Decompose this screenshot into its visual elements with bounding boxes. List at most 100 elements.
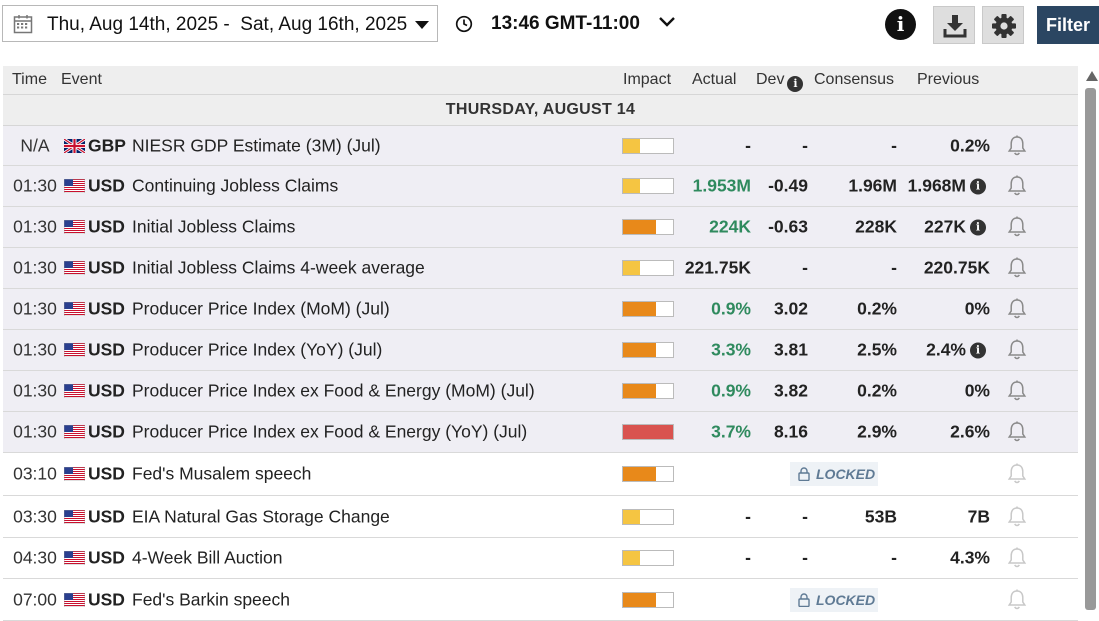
consensus-value: 2.9% [857,421,897,442]
download-icon [943,15,967,38]
previous-text: 0% [964,380,990,401]
event-name[interactable]: Producer Price Index ex Food & Energy (M… [132,380,535,401]
impact-bar-fill [623,467,656,481]
currency-code: USD [88,298,125,319]
currency-code: USD [88,589,125,609]
impact-bar [622,383,674,399]
impact-bar-fill [623,138,640,153]
filter-button[interactable]: Filter [1037,6,1099,44]
event-time: 01:30 [13,421,57,442]
table-row[interactable]: 01:30 USD Initial Jobless Claims 4-week … [3,248,1078,289]
dev-value: - [802,506,808,526]
lock-icon [798,467,810,481]
caret-down-icon [415,21,429,29]
timezone-time[interactable]: 13:46 GMT-11:00 [491,13,640,34]
info-button[interactable]: i [885,9,916,40]
impact-bar-fill [623,261,640,275]
table-row[interactable]: 01:30 USD Initial Jobless Claims 224K -0… [3,207,1078,248]
event-name[interactable]: 4-Week Bill Auction [132,547,283,568]
event-time: 01:30 [13,380,57,401]
locked-badge[interactable]: LOCKED [790,587,878,612]
bell-icon[interactable] [1007,257,1027,279]
actual-value: - [745,135,751,155]
locked-badge[interactable]: LOCKED [790,462,878,486]
date-range-picker[interactable]: Thu, Aug 14th, 2025 - Sat, Aug 16th, 202… [2,5,438,42]
previous-text: 7B [967,506,990,526]
impact-bar [622,591,674,608]
actual-value: - [745,547,751,568]
event-name[interactable]: Producer Price Index ex Food & Energy (Y… [132,421,528,442]
bell-icon[interactable] [1007,298,1027,320]
settings-button[interactable] [982,6,1024,44]
bell-icon[interactable] [1007,463,1027,485]
event-name[interactable]: Initial Jobless Claims [132,216,296,237]
previous-value: 220.75K [924,258,990,279]
consensus-value: - [891,135,897,155]
table-row[interactable]: 07:00 USD Fed's Barkin speech LOCKED [3,579,1078,621]
scroll-up-arrow-icon[interactable] [1086,71,1098,81]
impact-bar [622,424,674,440]
event-name[interactable]: Producer Price Index (YoY) (Jul) [132,339,383,360]
event-name[interactable]: Fed's Musalem speech [132,463,312,484]
table-row[interactable]: N/A GBP NIESR GDP Estimate (3M) (Jul) - … [3,126,1078,166]
impact-bar [622,342,674,358]
scrollbar-thumb[interactable] [1085,88,1096,610]
col-consensus: Consensus [814,71,895,88]
toolbar: Thu, Aug 14th, 2025 - Sat, Aug 16th, 202… [0,0,1099,56]
table-row[interactable]: 01:30 USD Producer Price Index ex Food &… [3,371,1078,412]
event-name[interactable]: EIA Natural Gas Storage Change [132,506,390,526]
bell-icon[interactable] [1007,589,1027,611]
us-flag-icon [64,425,85,439]
currency-code: USD [88,463,125,484]
event-name[interactable]: NIESR GDP Estimate (3M) (Jul) [132,135,381,155]
us-flag-icon [64,220,85,234]
event-name[interactable]: Producer Price Index (MoM) (Jul) [132,298,390,319]
bell-icon[interactable] [1007,421,1027,443]
table-row[interactable]: 04:30 USD 4-Week Bill Auction - - - 4.3% [3,538,1078,579]
us-flag-icon [64,261,85,275]
event-time: 03:10 [13,463,57,484]
event-name[interactable]: Fed's Barkin speech [132,589,291,609]
event-name[interactable]: Continuing Jobless Claims [132,175,339,196]
col-previous: Previous [917,71,980,88]
actual-value: 224K [709,216,751,237]
dev-value: -0.49 [768,175,808,196]
dev-value: - [802,547,808,568]
table-row[interactable]: 01:30 USD Producer Price Index (YoY) (Ju… [3,330,1078,371]
lock-icon [798,592,810,607]
bell-icon[interactable] [1007,506,1027,528]
consensus-value: - [891,257,897,278]
table-row[interactable]: 01:30 USD Continuing Jobless Claims 1.95… [3,166,1078,207]
revision-info-icon[interactable]: i [970,219,986,236]
chevron-down-icon[interactable] [657,15,677,29]
event-time: 01:30 [13,216,57,237]
bell-icon[interactable] [1007,216,1027,238]
table-row[interactable]: 03:30 USD EIA Natural Gas Storage Change… [3,496,1078,538]
impact-bar [622,466,674,482]
bell-icon[interactable] [1007,547,1027,569]
event-time: 01:30 [13,257,57,278]
revision-info-icon[interactable]: i [970,178,986,195]
table-row[interactable]: 03:10 USD Fed's Musalem speech LOCKED [3,453,1078,496]
bell-icon[interactable] [1007,135,1027,157]
currency-code: USD [88,216,125,237]
scrollbar[interactable] [1082,66,1099,610]
table-row[interactable]: 01:30 USD Producer Price Index (MoM) (Ju… [3,289,1078,330]
bell-icon[interactable] [1007,175,1027,197]
actual-value: 3.3% [711,339,751,360]
event-time: 07:00 [13,589,57,609]
revision-info-icon[interactable]: i [970,342,986,359]
actual-value: 0.9% [711,380,751,401]
day-header: THURSDAY, AUGUST 14 [3,95,1078,126]
impact-bar [622,508,674,525]
currency-code: GBP [88,135,126,155]
event-time: 01:30 [13,175,57,196]
download-button[interactable] [933,6,975,44]
dev-value: - [802,257,808,278]
event-name[interactable]: Initial Jobless Claims 4-week average [132,257,425,278]
table-row[interactable]: 01:30 USD Producer Price Index ex Food &… [3,412,1078,453]
dev-info-icon[interactable]: i [787,76,804,92]
bell-icon[interactable] [1007,339,1027,361]
bell-icon[interactable] [1007,380,1027,402]
dev-value: 3.81 [773,339,808,360]
